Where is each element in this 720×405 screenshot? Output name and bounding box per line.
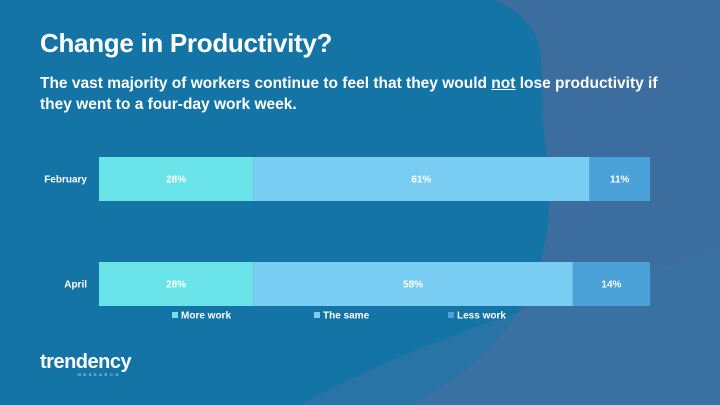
bar-segment-february-the-same [253, 157, 590, 201]
legend-swatch-the-same [314, 312, 320, 318]
legend-swatch-less-work [448, 312, 454, 318]
page-subtitle: The vast majority of workers continue to… [40, 73, 680, 115]
subtitle-emphasis: not [491, 75, 516, 92]
logo-subtitle: RESEARCH [78, 372, 122, 377]
page-title: Change in Productivity? [40, 28, 333, 58]
legend-swatch-more-work [172, 312, 178, 318]
category-label-february: February [44, 175, 87, 186]
legend-label-less-work: Less work [457, 311, 506, 322]
data-label-february-the-same: 61% [411, 175, 431, 186]
bar-segment-april-less-work [572, 262, 650, 306]
category-label-april: April [64, 280, 87, 291]
subtitle-text-start: The vast majority of workers continue to… [40, 75, 492, 92]
logo-wordmark: trendency [40, 351, 132, 373]
trendency-logo: trendency RESEARCH [40, 351, 132, 377]
subtitle-text-end: lose productivity if they went to a four… [40, 75, 658, 113]
data-label-february-more-work: 28% [166, 175, 186, 186]
bar-segment-april-the-same [253, 262, 573, 306]
data-label-april-the-same: 58% [403, 280, 423, 291]
data-label-february-less-work: 11% [610, 175, 630, 186]
legend-label-the-same: The same [323, 311, 370, 322]
bar-segment-april-more-work [99, 262, 254, 306]
bar-segment-february-less-work [589, 157, 650, 201]
data-label-april-less-work: 14% [601, 280, 621, 291]
legend-label-more-work: More work [181, 311, 231, 322]
data-label-april-more-work: 28% [166, 280, 186, 291]
bar-segment-february-more-work [99, 157, 254, 201]
